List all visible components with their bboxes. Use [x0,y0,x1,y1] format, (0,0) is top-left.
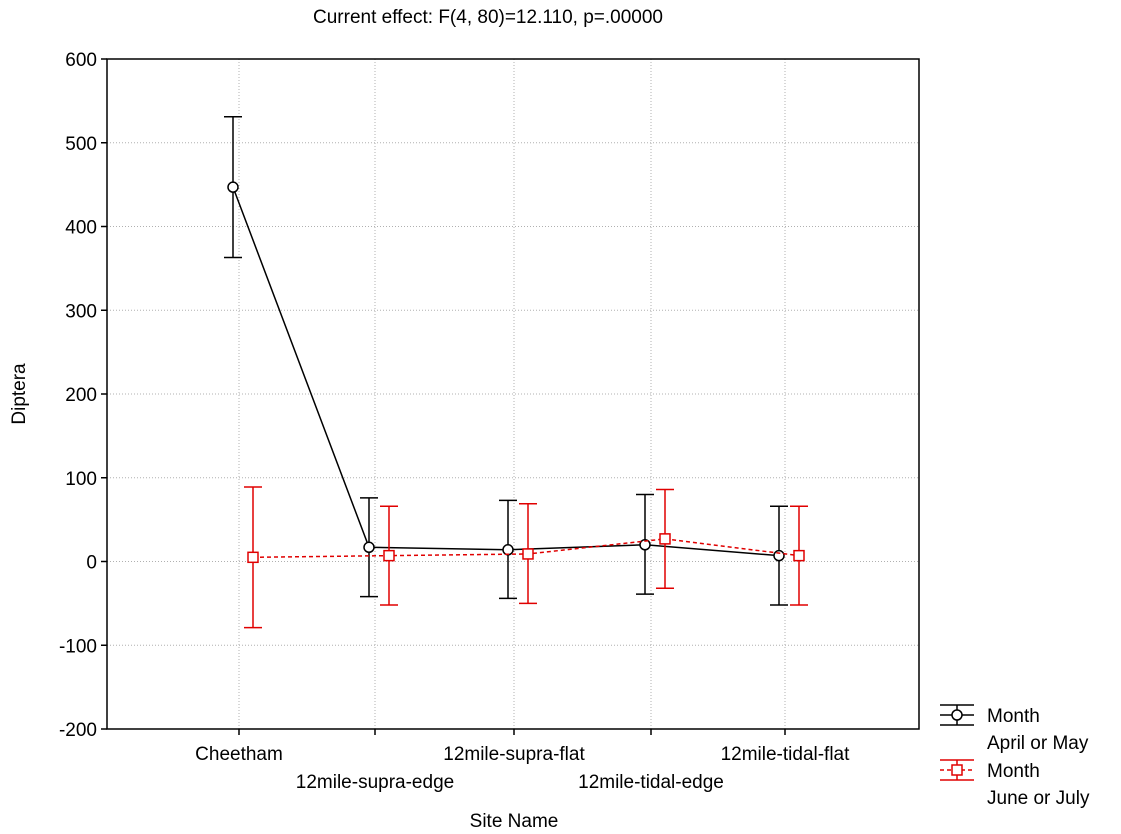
grid [107,59,919,729]
data-point [502,544,514,556]
data-point [659,533,671,545]
legend-item-1: Month April or May [940,704,1089,754]
series-1 [224,116,788,606]
y-tick-label: -100 [59,636,97,657]
chart-title: Current effect: F(4, 80)=12.110, p=.0000… [313,7,663,28]
y-tick-label: 200 [65,385,97,406]
x-tick-label: 12mile-tidal-flat [721,744,851,765]
legend-marker [951,764,963,776]
y-axis: -200 -100 0 100 200 300 400 500 600 [59,50,107,741]
data-point [227,181,239,193]
data-point [773,549,785,562]
y-tick-label: 400 [65,218,97,239]
series-layer [224,116,808,629]
legend-label: April or May [987,733,1089,754]
data-point [363,541,375,554]
legend-label: June or July [987,788,1090,809]
x-tick-label: 12mile-supra-flat [443,744,585,765]
series-2 [244,486,808,629]
x-tick-label: 12mile-tidal-edge [578,772,724,793]
y-axis-label: Diptera [9,363,30,425]
data-point [383,549,395,562]
data-point [522,548,534,560]
x-axis-label: Site Name [470,811,559,832]
legend-item-2: Month June or July [940,759,1090,809]
legend-header: Month [987,706,1040,727]
y-tick-label: 0 [86,553,97,574]
y-tick-label: 300 [65,301,97,322]
y-tick-label: 500 [65,134,97,155]
y-tick-label: 600 [65,50,97,71]
data-point [639,539,651,551]
x-axis: Cheetham 12mile-supra-edge 12mile-supra-fl… [195,729,850,793]
data-point [247,551,259,564]
x-tick-label: Cheetham [195,744,283,765]
data-point [793,549,805,562]
legend-header: Month [987,761,1040,782]
y-tick-label: 100 [65,469,97,490]
legend: Month April or May Month June or July [940,704,1090,809]
legend-marker [951,709,963,721]
x-tick-label: 12mile-supra-edge [296,772,454,793]
y-tick-label: -200 [59,720,97,741]
